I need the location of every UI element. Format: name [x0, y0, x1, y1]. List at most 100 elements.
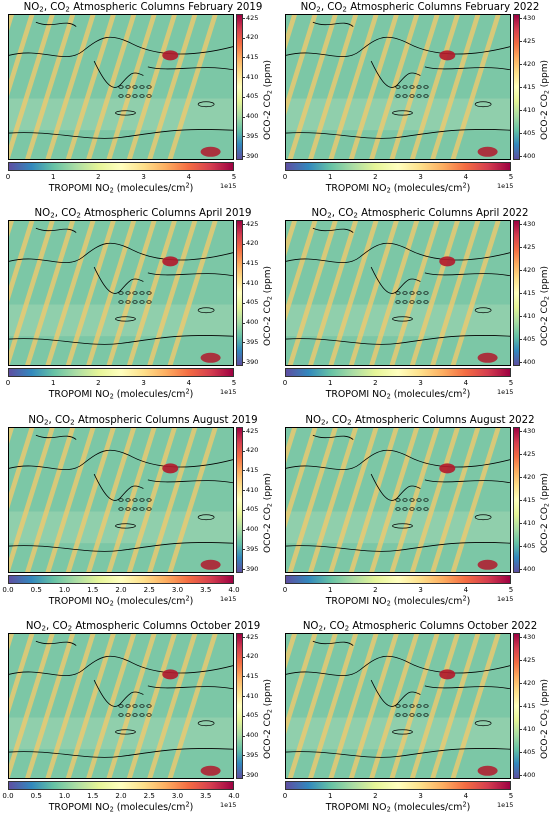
island-outline [402, 291, 408, 295]
island-outline [423, 713, 429, 717]
co2-tick-label: 425 [523, 36, 536, 45]
co2-tick-mark [243, 243, 245, 245]
co2-tick-label: 420 [246, 652, 259, 661]
orbit-swath [389, 221, 440, 365]
co2-tick-label: 425 [523, 449, 536, 458]
no2-tick-label: 0 [282, 792, 288, 800]
island-outline [395, 507, 401, 511]
co2-tick-mark [243, 57, 245, 59]
co2-tick-mark [243, 18, 245, 19]
co2-tick-label: 400 [246, 112, 259, 121]
map-plot [8, 220, 234, 366]
co2-tick-label: 405 [523, 747, 536, 756]
map-svg [286, 634, 510, 778]
coastline [286, 748, 510, 758]
no2-colorbar [285, 575, 511, 584]
title-part: Atmospheric Columns April 2019 [80, 208, 252, 219]
coastline [370, 473, 421, 501]
island-outline [146, 498, 152, 502]
subscript: 2 [109, 805, 114, 814]
no2-tick-label: 2 [373, 586, 378, 594]
island-outline [125, 85, 131, 89]
superscript: 2 [185, 594, 190, 603]
orbit-swath [430, 634, 481, 778]
no2-tick-label: 2 [96, 379, 101, 387]
no2-tick-label: 2 [96, 173, 101, 181]
coastline [9, 335, 233, 345]
no2-axis-label: TROPOMI NO2 (molecules/cm2) [326, 182, 471, 194]
island-outline [416, 300, 422, 304]
co2-tick-label: 410 [523, 311, 536, 320]
co2-tick-mark [243, 656, 245, 658]
co2-tick-label: 415 [246, 465, 259, 474]
co2-tick-mark [243, 735, 245, 737]
orbit-swath [167, 634, 218, 778]
subscript: 2 [109, 392, 114, 401]
coastline [147, 66, 233, 71]
no2-tick-label: 4 [186, 379, 192, 387]
label-part: ) [466, 183, 471, 194]
coastline [35, 434, 77, 440]
orbit-swath [389, 634, 440, 778]
island-outline [118, 507, 124, 511]
co2-tick-label: 420 [523, 678, 536, 687]
orbit-swath [25, 428, 76, 572]
map-plot [285, 220, 511, 366]
orbit-swath [86, 634, 137, 778]
label-part: TROPOMI NO [48, 596, 110, 607]
co2-tick-mark [243, 77, 245, 79]
orbit-swath [287, 428, 338, 572]
subscript: 2 [70, 417, 75, 427]
island-outline [146, 94, 152, 98]
island-outline [139, 507, 145, 511]
crete-outline [115, 729, 136, 735]
co2-tick-label: 400 [246, 525, 259, 534]
title-part: Atmospheric Columns October 2019 [72, 621, 261, 632]
island-outline [416, 498, 422, 502]
co2-colorbar [236, 633, 243, 779]
co2-tick-mark [520, 500, 522, 501]
co2-tick-mark [243, 569, 245, 570]
co2-tick-mark [243, 431, 245, 432]
orbit-swath [287, 221, 338, 365]
island-outline [146, 713, 152, 717]
co2-tick-label: 410 [246, 72, 259, 81]
co2-tick-mark [520, 775, 522, 776]
island-outline [402, 498, 408, 502]
label-part: ) [189, 596, 194, 607]
co2-tick-mark [243, 96, 245, 98]
label-part: OCO-2 CO [540, 94, 550, 140]
orbit-swath [9, 15, 35, 97]
orbit-swath [287, 634, 338, 778]
orbit-swath [430, 15, 481, 159]
island-outline [395, 94, 401, 98]
map-svg [9, 428, 233, 572]
co2-tick-label: 400 [523, 564, 536, 573]
hotspot-istanbul [162, 50, 179, 61]
chart-panel: NO2, CO2 Atmospheric Columns February 20… [6, 0, 278, 200]
co2-tick-mark [520, 706, 522, 707]
island-outline [125, 94, 131, 98]
title-part: NO [25, 621, 42, 632]
co2-tick-mark [243, 509, 245, 511]
co2-tick-mark [520, 431, 522, 432]
orbit-swath [106, 221, 157, 365]
map-plot [8, 427, 234, 573]
co2-tick-label: 395 [246, 544, 259, 553]
no2-tick-label: 0 [282, 586, 288, 594]
label-part: TROPOMI NO [325, 802, 387, 813]
orbit-swath [147, 15, 198, 159]
co2-axis-label: OCO-2 CO2 (ppm) [540, 60, 550, 140]
co2-tick-mark [520, 362, 522, 363]
no2-scale-label: 1e15 [220, 182, 237, 190]
label-part: (ppm) [263, 266, 273, 297]
island-outline [139, 94, 145, 98]
no2-axis-label: TROPOMI NO2 (molecules/cm2) [326, 388, 471, 400]
orbit-swath [126, 634, 177, 778]
island-outline [132, 300, 138, 304]
co2-tick-mark [520, 156, 522, 157]
island-outline [423, 94, 429, 98]
coastline [9, 748, 233, 758]
subscript: 2 [543, 503, 550, 508]
co2-axis-label: OCO-2 CO2 (ppm) [263, 473, 273, 553]
